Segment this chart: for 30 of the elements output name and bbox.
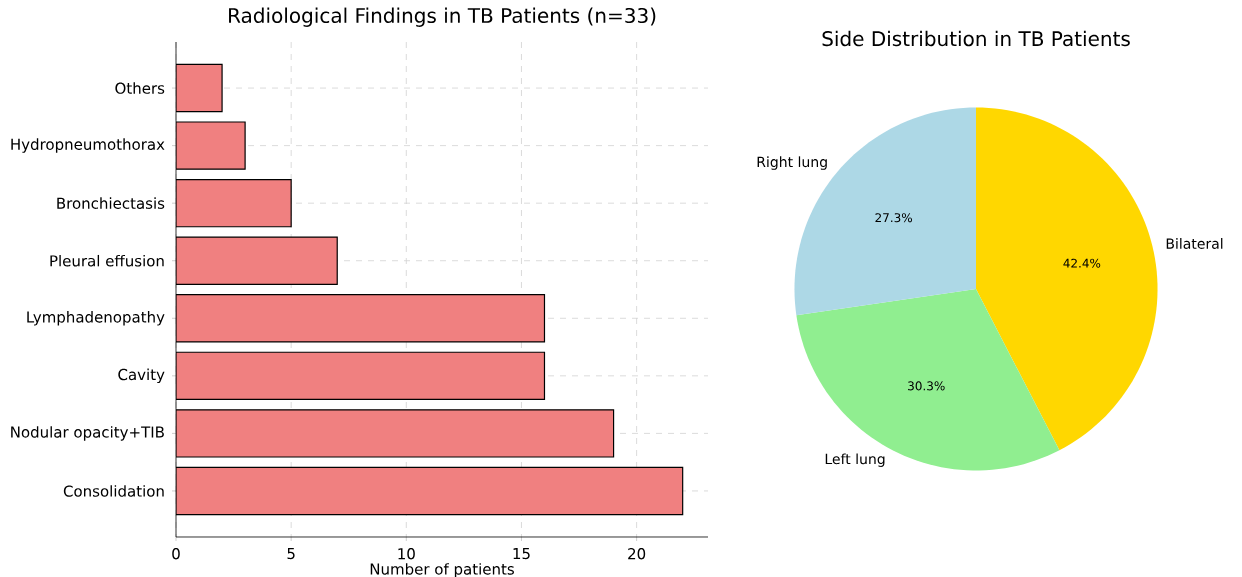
x-tick-label: 5 bbox=[287, 548, 295, 560]
bar bbox=[176, 409, 615, 458]
y-tick-label: Nodular opacity+TIB bbox=[11, 426, 164, 441]
data-label: 27.3% bbox=[875, 213, 913, 223]
chart-title: Radiological Findings in TB Patients (n=33) bbox=[229, 7, 656, 27]
data-label: 42.4% bbox=[1063, 258, 1101, 268]
slice-label: Bilateral bbox=[1166, 238, 1223, 249]
bar bbox=[176, 63, 223, 113]
bar bbox=[176, 178, 292, 228]
data-label: 30.3% bbox=[908, 381, 945, 391]
y-tick-label: Hydropneumothorax bbox=[11, 138, 165, 153]
x-tick-label: 10 bbox=[398, 548, 415, 560]
y-tick-label: Consolidation bbox=[63, 485, 164, 497]
slice-label: Left lung bbox=[825, 453, 885, 467]
x-tick-label: 0 bbox=[172, 548, 180, 560]
slice-label: Right lung bbox=[757, 156, 827, 170]
y-tick-label: Cavity bbox=[118, 368, 165, 384]
y-tick-label: Lymphadenopathy bbox=[27, 311, 165, 326]
x-tick-label: 20 bbox=[628, 548, 646, 560]
bar bbox=[176, 121, 246, 170]
y-tick-label: Others bbox=[115, 82, 165, 94]
bar bbox=[176, 351, 546, 401]
x-axis-title: Number of patients bbox=[370, 563, 514, 577]
y-tick-label: Pleural effusion bbox=[50, 254, 164, 267]
bar bbox=[176, 294, 546, 343]
bar bbox=[176, 236, 338, 285]
bar bbox=[176, 466, 684, 516]
y-tick-label: Bronchiectasis bbox=[57, 197, 165, 209]
chart-title: Side Distribution in TB Patients bbox=[822, 30, 1130, 47]
x-tick-label: 15 bbox=[513, 548, 530, 560]
